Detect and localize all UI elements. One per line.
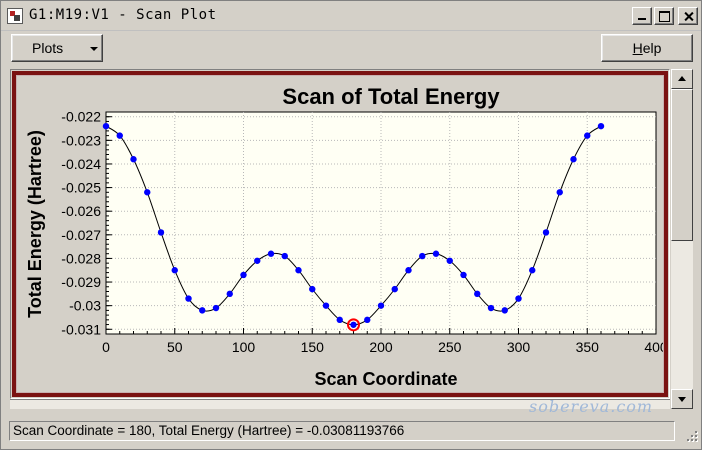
plots-button-label: Plots (32, 40, 64, 56)
x-tick-label: 150 (301, 339, 325, 355)
scan-energy-chart[interactable]: -0.022 -0.023 -0.024 -0.025 -0.026 -0.027 -0.0… (17, 76, 668, 392)
y-axis-label: Total Energy (Hartree) (25, 130, 45, 318)
x-tick-label: 0 (102, 339, 110, 355)
y-tick-label: -0.025 (61, 180, 101, 196)
data-point (185, 295, 192, 302)
watermark: sobereva.com (529, 397, 654, 416)
data-points (102, 122, 605, 328)
title-bar[interactable]: G1:M19:V1 - Scan Plot (1, 1, 701, 31)
x-tick-label: 350 (576, 339, 600, 355)
x-axis-label: Scan Coordinate (314, 369, 457, 389)
help-label-rest: elp (642, 40, 662, 56)
data-point (487, 304, 495, 312)
vertical-scrollbar[interactable] (671, 69, 693, 409)
data-point (226, 290, 233, 298)
horizontal-scrollbar[interactable] (10, 399, 670, 409)
data-point (364, 316, 371, 324)
minimize-icon[interactable] (632, 7, 652, 25)
data-point (102, 122, 110, 130)
y-tick-label: -0.028 (61, 250, 101, 266)
data-point (171, 267, 178, 274)
chart-title: Scan of Total Energy (282, 84, 500, 109)
data-point (570, 156, 577, 163)
app-icon[interactable] (7, 8, 23, 24)
grid-lines (106, 112, 656, 334)
window-title: G1:M19:V1 - Scan Plot (29, 7, 217, 23)
x-tick-label: 100 (232, 339, 256, 355)
data-point (295, 267, 302, 274)
data-point (254, 257, 261, 264)
x-tick-label: 200 (369, 339, 393, 355)
selected-point-marker[interactable] (347, 318, 360, 332)
data-point (542, 229, 550, 236)
y-axis-ticks: -0.022 -0.023 -0.024 -0.025 -0.026 -0.027 -0.0… (61, 109, 112, 337)
data-point (419, 252, 426, 260)
data-point (144, 189, 151, 196)
data-point (157, 229, 165, 236)
x-axis-ticks: 0 50 100 150 200 250 300 350 400 (102, 328, 668, 355)
data-point (377, 302, 385, 309)
dropdown-arrow-icon (90, 47, 98, 51)
y-tick-label: -0.027 (61, 227, 101, 243)
data-point (515, 295, 522, 302)
y-tick-label: -0.026 (61, 203, 101, 219)
status-bar: Scan Coordinate = 180, Total Energy (Har… (9, 421, 675, 441)
scroll-down-icon[interactable] (671, 389, 693, 409)
data-point (322, 302, 330, 309)
data-point (529, 267, 536, 274)
y-tick-label: -0.031 (61, 321, 101, 337)
data-point (130, 156, 137, 163)
maximize-icon[interactable] (654, 7, 674, 25)
data-point (391, 285, 398, 293)
data-point (501, 307, 508, 314)
y-tick-label: -0.029 (61, 274, 101, 290)
x-tick-label: 50 (167, 339, 183, 355)
y-tick-label: -0.03 (69, 298, 101, 314)
data-point (212, 304, 220, 312)
x-tick-label: 250 (438, 339, 462, 355)
y-tick-label: -0.024 (61, 156, 101, 172)
data-point (460, 271, 467, 279)
data-point (116, 132, 123, 139)
scroll-thumb[interactable] (671, 89, 693, 241)
y-tick-label: -0.022 (61, 109, 101, 125)
plots-menu-button[interactable]: Plots (11, 34, 103, 62)
data-point (446, 257, 453, 264)
data-point (597, 122, 605, 130)
data-point (350, 321, 357, 328)
data-point (584, 132, 591, 139)
data-point (199, 307, 206, 314)
x-tick-label: 400 (644, 339, 663, 355)
data-point (240, 271, 247, 279)
data-point (432, 250, 440, 257)
data-point (336, 316, 343, 324)
data-point (309, 285, 316, 293)
help-mnemonic: H (632, 40, 643, 56)
y-tick-label: -0.023 (61, 132, 101, 148)
scroll-up-icon[interactable] (671, 69, 693, 89)
data-point (281, 252, 288, 260)
x-tick-label: 300 (507, 339, 531, 355)
data-point (474, 290, 481, 298)
data-point (267, 250, 275, 257)
data-point (405, 267, 412, 274)
plot-border: -0.022 -0.023 -0.024 -0.025 -0.026 -0.027 -0.0… (12, 71, 668, 397)
help-button[interactable]: Help (601, 34, 693, 62)
resize-grip-icon[interactable] (683, 429, 699, 445)
data-point (556, 189, 563, 196)
close-icon[interactable] (678, 7, 698, 25)
